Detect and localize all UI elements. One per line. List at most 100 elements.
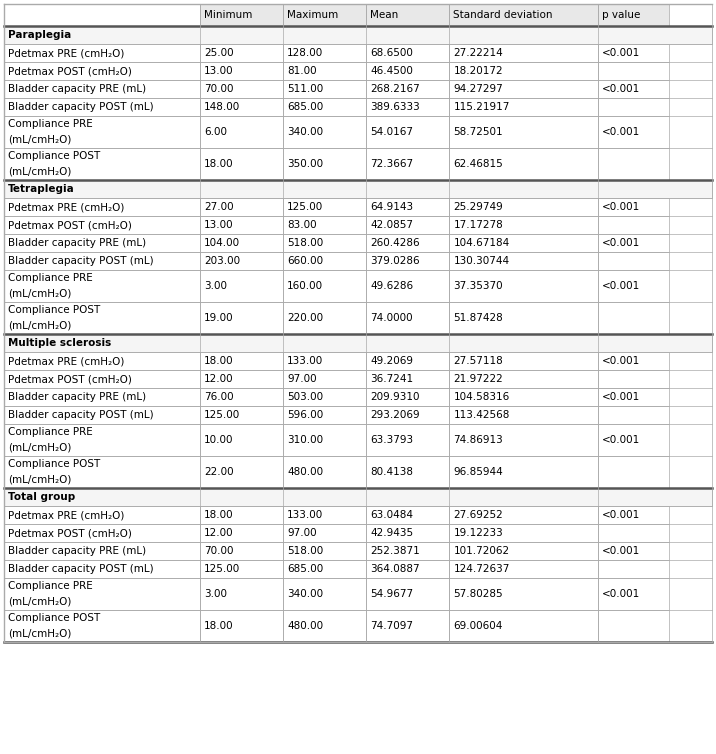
Bar (450, 80, 598, 98)
Bar (200, 234, 283, 252)
Text: 51.87428: 51.87428 (453, 313, 503, 323)
Bar (283, 456, 366, 488)
Bar (283, 524, 366, 542)
Text: 518.00: 518.00 (287, 238, 323, 248)
Text: <0.001: <0.001 (601, 546, 640, 556)
Text: 64.9143: 64.9143 (370, 202, 413, 212)
Bar (4, 560, 200, 578)
Text: Bladder capacity POST (mL): Bladder capacity POST (mL) (8, 564, 154, 574)
Text: 148.00: 148.00 (204, 102, 240, 112)
Bar (598, 370, 669, 388)
Text: 125.00: 125.00 (287, 202, 323, 212)
Bar (450, 610, 598, 642)
Bar (366, 198, 450, 216)
Bar (598, 610, 669, 642)
Text: Compliance PRE: Compliance PRE (8, 119, 93, 129)
Text: 57.80285: 57.80285 (453, 589, 503, 599)
Bar (366, 116, 450, 148)
Bar (450, 424, 598, 456)
Text: 104.58316: 104.58316 (453, 392, 510, 402)
Bar (450, 252, 598, 270)
Bar (366, 270, 450, 302)
Text: <0.001: <0.001 (601, 202, 640, 212)
Text: 685.00: 685.00 (287, 102, 323, 112)
Text: 19.12233: 19.12233 (453, 528, 503, 538)
Text: 74.86913: 74.86913 (453, 435, 503, 445)
Text: Total group: Total group (8, 492, 75, 502)
Text: 115.21917: 115.21917 (453, 102, 510, 112)
Text: <0.001: <0.001 (601, 48, 640, 58)
Bar (283, 80, 366, 98)
Bar (366, 560, 450, 578)
Text: 310.00: 310.00 (287, 435, 323, 445)
Bar (4, 80, 200, 98)
Bar (598, 352, 669, 370)
Bar (450, 370, 598, 388)
Bar (283, 252, 366, 270)
Text: 268.2167: 268.2167 (370, 84, 420, 94)
Text: 97.00: 97.00 (287, 528, 316, 538)
Bar (598, 560, 669, 578)
Bar (598, 4, 669, 26)
Bar (200, 424, 283, 456)
Bar (366, 506, 450, 524)
Bar (598, 406, 669, 424)
Text: (mL/cmH₂O): (mL/cmH₂O) (8, 597, 72, 607)
Text: 21.97222: 21.97222 (453, 374, 503, 384)
Text: 94.27297: 94.27297 (453, 84, 503, 94)
Bar (200, 542, 283, 560)
Text: 70.00: 70.00 (204, 546, 233, 556)
Bar (366, 252, 450, 270)
Text: 62.46815: 62.46815 (453, 159, 503, 169)
Text: Compliance POST: Compliance POST (8, 151, 100, 161)
Bar (4, 488, 712, 506)
Text: 160.00: 160.00 (287, 281, 323, 291)
Text: Compliance PRE: Compliance PRE (8, 427, 93, 437)
Bar (598, 44, 669, 62)
Bar (450, 302, 598, 334)
Bar (366, 44, 450, 62)
Text: Tetraplegia: Tetraplegia (8, 184, 74, 194)
Bar (4, 4, 200, 26)
Text: 12.00: 12.00 (204, 528, 233, 538)
Text: 36.7241: 36.7241 (370, 374, 413, 384)
Bar (4, 44, 200, 62)
Text: 340.00: 340.00 (287, 127, 323, 137)
Text: 340.00: 340.00 (287, 589, 323, 599)
Text: 46.4500: 46.4500 (370, 66, 413, 76)
Text: 27.22214: 27.22214 (453, 48, 503, 58)
Bar (598, 62, 669, 80)
Text: (mL/cmH₂O): (mL/cmH₂O) (8, 629, 72, 639)
Bar (200, 270, 283, 302)
Text: 76.00: 76.00 (204, 392, 233, 402)
Bar (450, 216, 598, 234)
Text: 124.72637: 124.72637 (453, 564, 510, 574)
Text: Pdetmax PRE (cmH₂O): Pdetmax PRE (cmH₂O) (8, 48, 125, 58)
Bar (4, 198, 200, 216)
Text: 101.72062: 101.72062 (453, 546, 510, 556)
Bar (4, 62, 200, 80)
Text: 364.0887: 364.0887 (370, 564, 420, 574)
Text: 113.42568: 113.42568 (453, 410, 510, 420)
Text: 19.00: 19.00 (204, 313, 233, 323)
Bar (598, 524, 669, 542)
Bar (366, 148, 450, 180)
Text: 104.67184: 104.67184 (453, 238, 510, 248)
Bar (366, 370, 450, 388)
Text: <0.001: <0.001 (601, 356, 640, 366)
Bar (450, 406, 598, 424)
Text: 22.00: 22.00 (204, 467, 233, 477)
Bar (200, 524, 283, 542)
Bar (283, 352, 366, 370)
Bar (366, 216, 450, 234)
Text: 54.9677: 54.9677 (370, 589, 413, 599)
Bar (200, 610, 283, 642)
Bar (283, 270, 366, 302)
Text: 18.20172: 18.20172 (453, 66, 503, 76)
Text: <0.001: <0.001 (601, 84, 640, 94)
Text: Compliance PRE: Compliance PRE (8, 273, 93, 283)
Bar (366, 424, 450, 456)
Bar (283, 578, 366, 610)
Text: 18.00: 18.00 (204, 356, 233, 366)
Text: <0.001: <0.001 (601, 435, 640, 445)
